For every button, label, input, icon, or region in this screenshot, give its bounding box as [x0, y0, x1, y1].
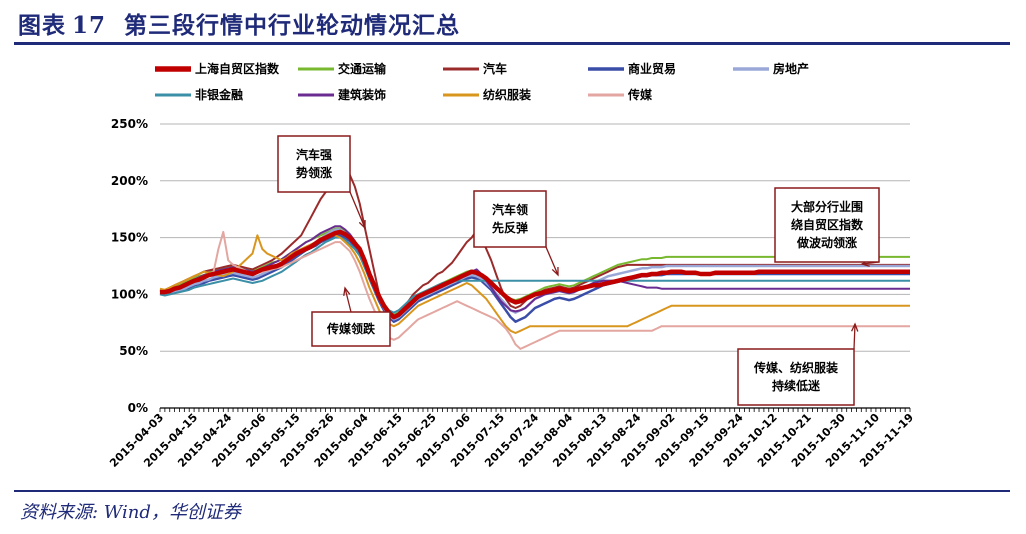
annotation-text: 做波动领涨 [796, 235, 857, 250]
annotation-arrowhead [851, 322, 859, 332]
annotation-text: 先反弹 [492, 220, 528, 235]
figure-label: 图表 [18, 12, 66, 39]
y-tick-label: 0% [128, 401, 148, 415]
legend-label: 非银金融 [195, 87, 243, 102]
annotation-text: 传媒领跌 [326, 321, 376, 336]
annotation-arrow [349, 191, 366, 229]
annotation-arrowhead [358, 219, 366, 230]
annotation-box [737, 348, 855, 406]
annotation-text: 绕自贸区指数 [791, 217, 864, 232]
legend-item: 商业贸易 [588, 61, 676, 76]
annotation-box [473, 190, 547, 248]
annotation-text: 持续低迷 [772, 378, 821, 393]
annotation-arrowhead [551, 266, 559, 277]
legend-label: 房地产 [773, 61, 809, 76]
figure-title: 图表 17 第三段行情中行业轮动情况汇总 [18, 6, 460, 40]
legend-label: 纺织服装 [483, 87, 531, 102]
annotation-box [774, 187, 880, 263]
annotation-text: 汽车强 [296, 147, 332, 162]
annotation-arrow [853, 323, 856, 350]
legend-item: 交通运输 [298, 61, 387, 76]
legend-item: 上海自贸区指数 [155, 61, 280, 76]
y-tick-label: 150% [111, 231, 148, 245]
legend-item: 非银金融 [155, 87, 243, 102]
legend-label: 汽车 [483, 61, 507, 76]
figure-number: 17 [72, 12, 107, 39]
source-note: 资料来源: Wind，华创证券 [20, 502, 241, 523]
annotation-text: 传媒、纺织服装 [753, 360, 838, 375]
series-line [159, 225, 910, 319]
x-axis: 2015-04-032015-04-152015-04-242015-05-06… [107, 407, 916, 470]
legend-item: 建筑装饰 [298, 87, 386, 102]
y-tick-label: 100% [111, 287, 148, 301]
series-line [159, 230, 910, 350]
annotation-arrow [545, 246, 559, 276]
annotation-arrowhead [343, 286, 351, 297]
legend-item: 汽车 [443, 61, 507, 76]
series-line [160, 229, 910, 320]
legend-item: 纺织服装 [443, 87, 531, 102]
figure-title-text: 第三段行情中行业轮动情况汇总 [124, 12, 461, 39]
annotation: 传媒领跌 [311, 286, 391, 347]
legend-label: 商业贸易 [628, 61, 676, 76]
legend-item: 房地产 [733, 61, 809, 76]
y-tick-label: 200% [111, 174, 148, 188]
annotation-text: 势领涨 [296, 165, 332, 180]
annotation-arrow [344, 287, 352, 313]
y-tick-label: 50% [119, 344, 148, 358]
legend-label: 上海自贸区指数 [195, 61, 280, 76]
annotation-box [277, 135, 351, 193]
y-axis: 0% 50% 100% 150% 200% 250% [111, 117, 148, 415]
annotation-text: 大部分行业围 [791, 199, 863, 214]
legend-label: 建筑装饰 [337, 87, 386, 102]
title-rule [14, 42, 1010, 45]
footer-rule [14, 490, 1010, 492]
legend-label: 交通运输 [338, 61, 387, 76]
annotation-box [311, 311, 391, 347]
annotation-text: 汽车领 [492, 202, 528, 217]
legend-item: 传媒 [588, 87, 653, 102]
legend-label: 传媒 [627, 87, 653, 102]
y-tick-label: 250% [111, 117, 148, 131]
series-line [159, 236, 910, 314]
